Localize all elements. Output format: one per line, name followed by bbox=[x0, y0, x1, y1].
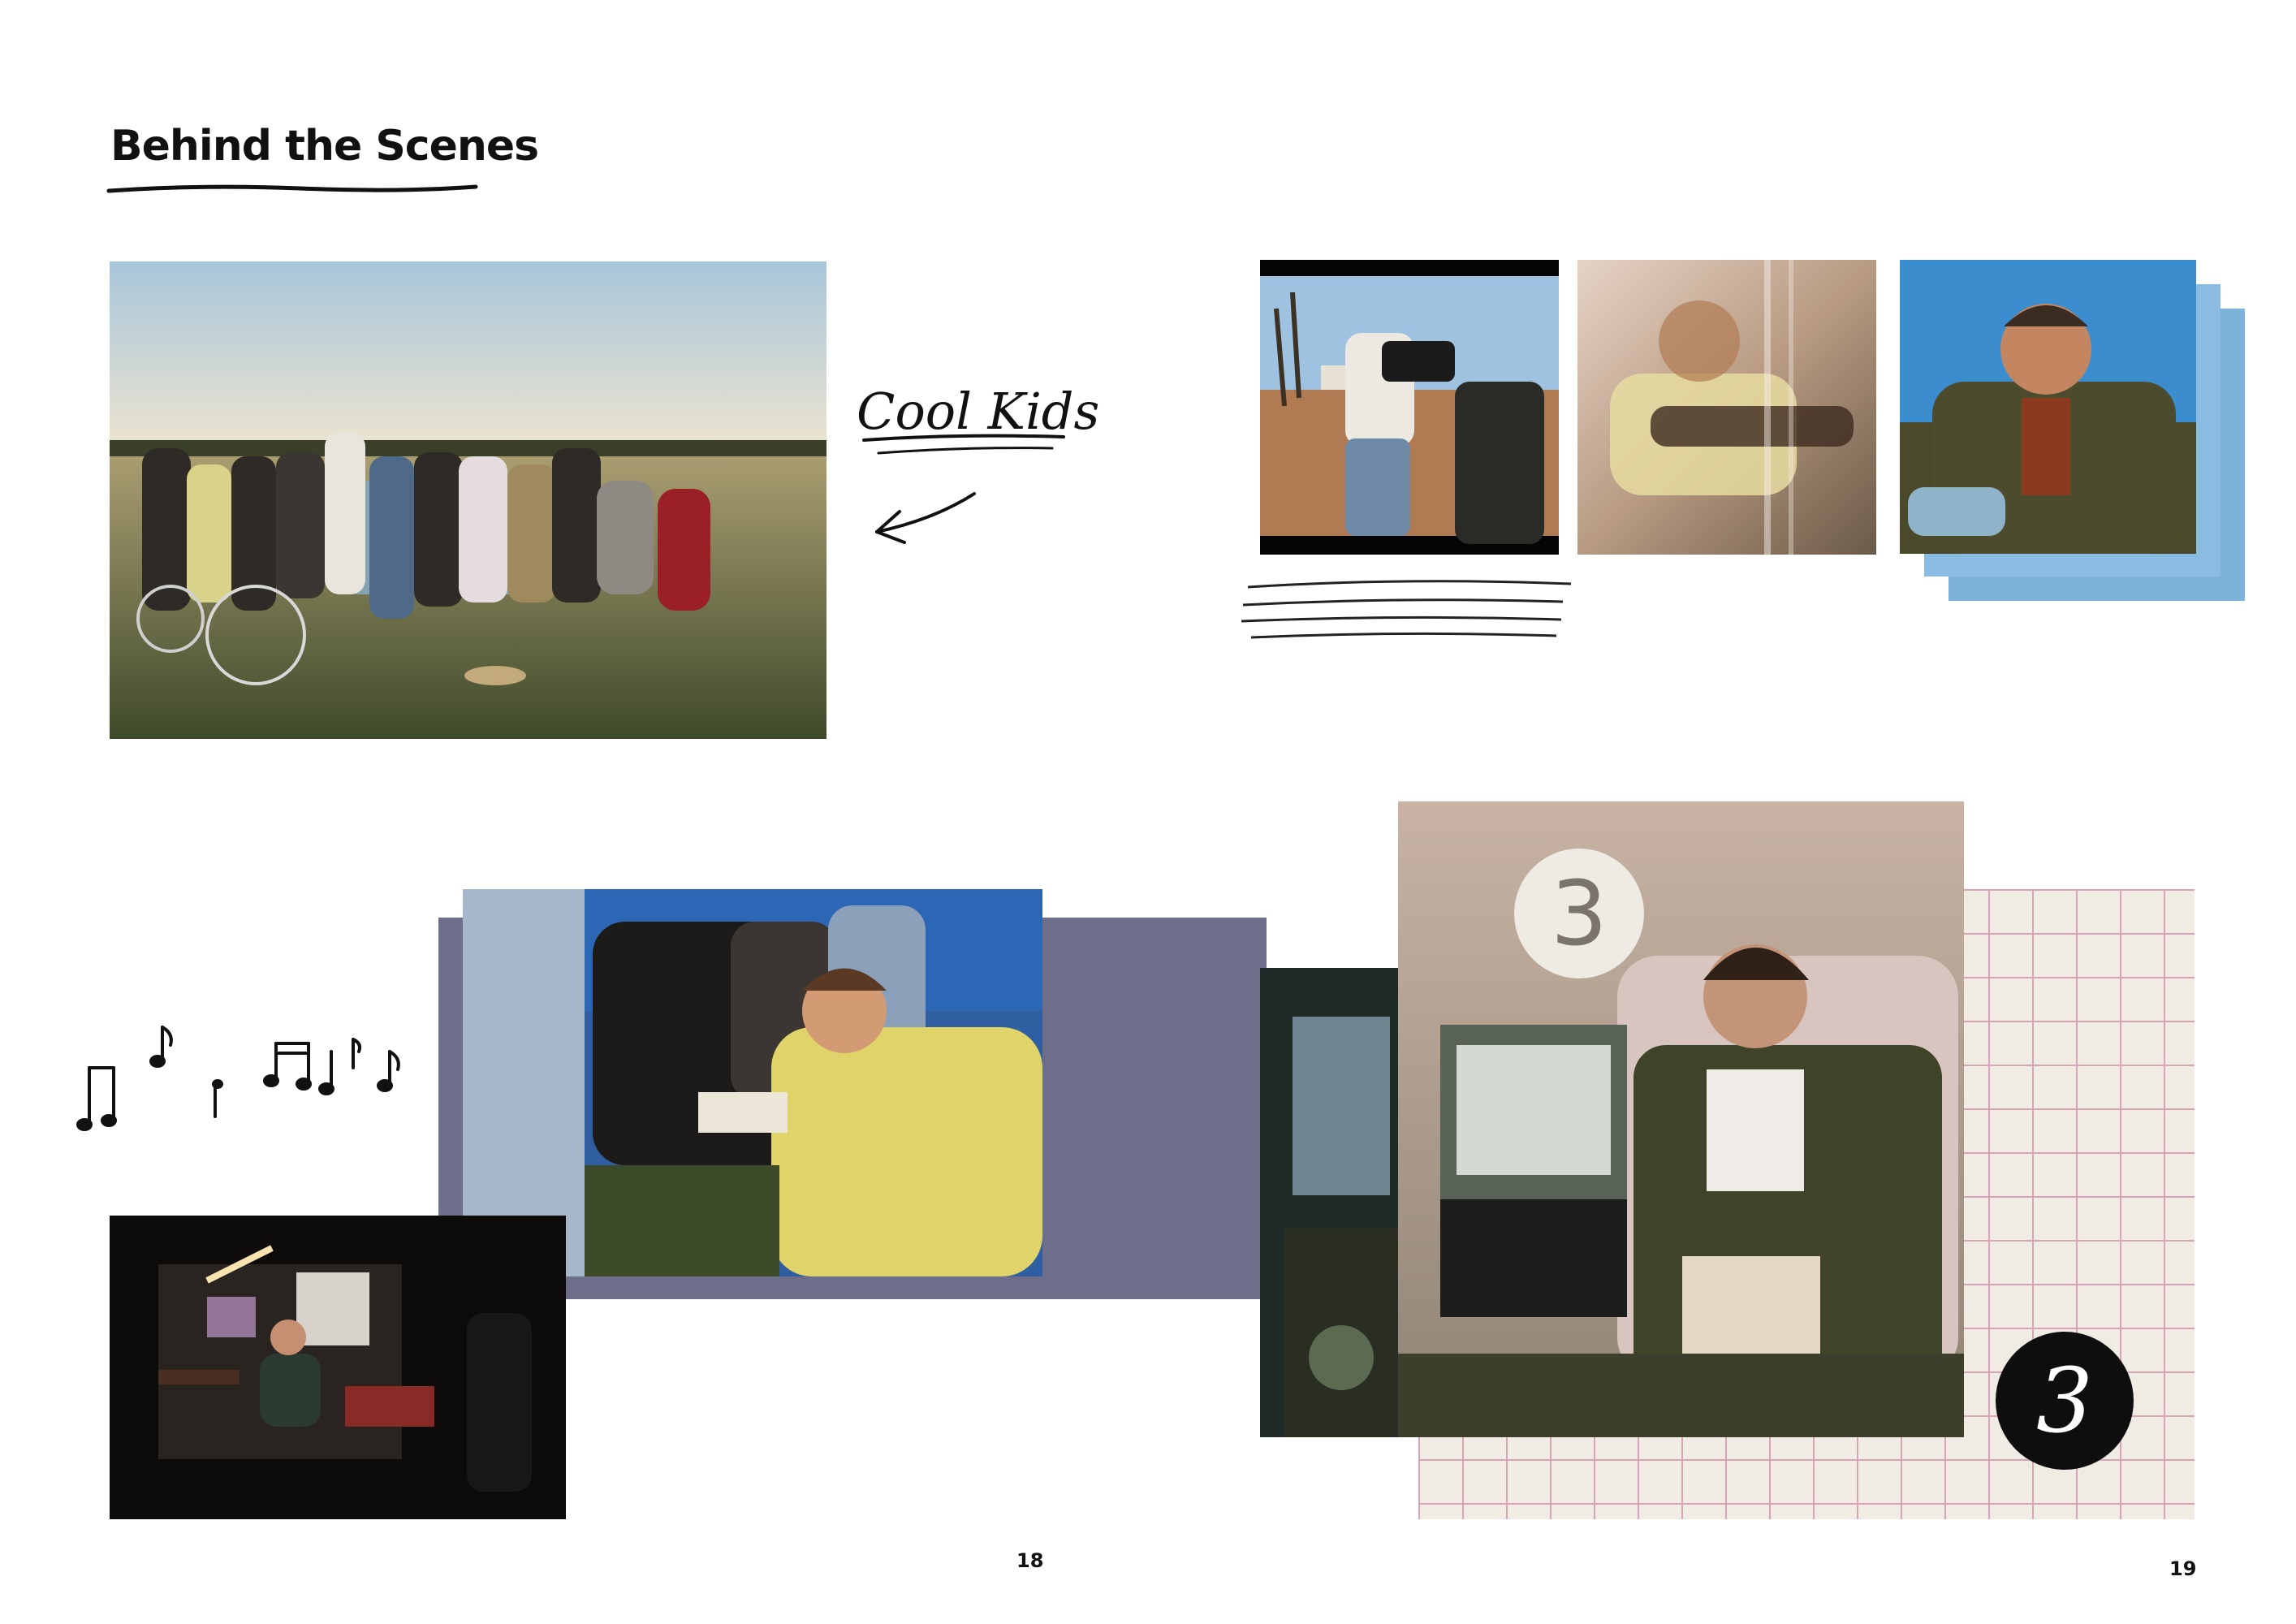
photo-guitar-blur bbox=[1577, 260, 1876, 555]
page-title: Behind the Scenes bbox=[110, 122, 539, 171]
photo-cast-group bbox=[110, 261, 826, 739]
music-notes-icon bbox=[76, 1026, 400, 1131]
number-sign: 3 bbox=[1514, 849, 1644, 978]
number-sign-label: 3 bbox=[1551, 862, 1608, 965]
arrow-icon bbox=[875, 492, 976, 544]
page-number-right: 19 bbox=[2169, 1557, 2197, 1580]
photo-young-actor bbox=[1398, 801, 1964, 1437]
decorative-lines bbox=[1241, 580, 1572, 639]
photo-camera-operator bbox=[1260, 260, 1559, 555]
annotation-cool-kids: Cool Kids bbox=[857, 382, 1100, 441]
annotation-underline bbox=[862, 434, 1065, 455]
photo-crew-laughing bbox=[463, 889, 1042, 1276]
page-number-left: 18 bbox=[1016, 1549, 1044, 1572]
scribble-badge-number: 3 bbox=[2036, 1349, 2093, 1453]
scribble-badge: 3 bbox=[1996, 1332, 2134, 1470]
title-underline bbox=[106, 184, 478, 193]
photo-night-guitar bbox=[110, 1216, 566, 1519]
photo-bearded-actor bbox=[1900, 260, 2196, 554]
